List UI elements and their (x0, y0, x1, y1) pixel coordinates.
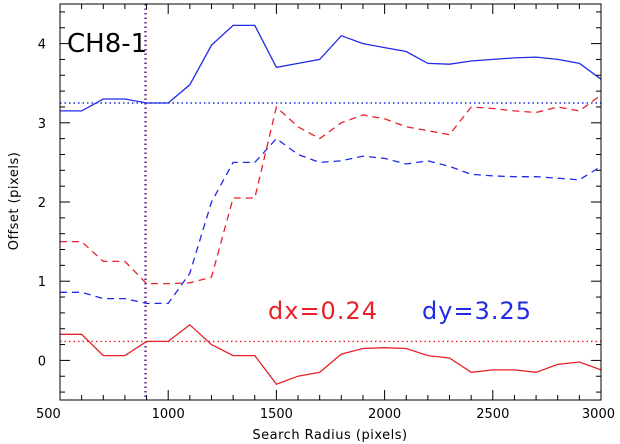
y-tick-label: 1 (38, 275, 46, 290)
x-tick-label: 1500 (260, 407, 293, 422)
series-lines (60, 24, 602, 385)
x-axis-label: Search Radius (pixels) (252, 428, 407, 443)
series-line-0 (60, 24, 602, 112)
y-tick-label: 4 (38, 38, 46, 53)
y-tick-label: 2 (38, 196, 46, 211)
axis-ticks (59, 4, 602, 400)
dy-annotation: dy=3.25 (422, 297, 532, 325)
reference-lines (60, 4, 601, 400)
series-line-3 (60, 323, 602, 385)
series-line-2 (60, 94, 602, 285)
y-axis-label: Offset (pixels) (7, 152, 22, 251)
x-tick-label: 3000 (582, 407, 615, 422)
x-tick-label: 500 (36, 407, 61, 422)
x-tick-label: 2000 (368, 407, 401, 422)
plot-frame (59, 3, 602, 401)
series-line-1 (60, 137, 602, 305)
dx-annotation: dx=0.24 (268, 297, 378, 325)
y-tick-labels: 0 1 2 3 4 (38, 38, 46, 370)
panel-title: CH8-1 (67, 29, 147, 59)
y-tick-label: 0 (38, 354, 46, 369)
x-tick-label: 2500 (476, 407, 509, 422)
x-tick-labels: 500 1000 1500 2000 2500 3000 (36, 407, 615, 422)
x-tick-label: 1000 (152, 407, 185, 422)
y-tick-label: 3 (38, 117, 46, 132)
